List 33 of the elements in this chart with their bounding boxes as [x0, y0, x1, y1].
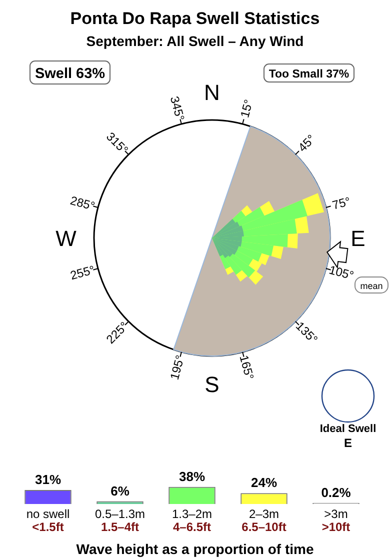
data-label: 6%	[110, 483, 130, 498]
text: 15°	[238, 98, 256, 120]
text: Swell 63%	[34, 66, 106, 82]
category-label: 1.3–2m 4–6.5ft	[172, 507, 212, 534]
text: 135°	[293, 319, 321, 347]
data-label: 0.2%	[321, 485, 352, 500]
data-label: 38%	[178, 468, 206, 484]
text: E	[350, 226, 366, 251]
text: 105°	[328, 262, 356, 283]
data-label: 31%	[34, 472, 62, 488]
text: S	[204, 372, 220, 397]
category-label: no swell <1.5ft	[26, 507, 70, 534]
text: 165°	[236, 354, 257, 382]
x-axis-title: Wave height as a proportion of time	[76, 541, 314, 557]
category-label: >3m >10ft	[322, 507, 350, 534]
text: 315°	[104, 130, 132, 158]
text: Too Small 37%	[268, 68, 350, 80]
text: W	[56, 226, 77, 251]
data-label: 24%	[250, 475, 278, 490]
text: September: All Swell – Any Wind	[86, 33, 304, 49]
text: E	[344, 436, 352, 450]
text: Ponta Do Rapa Swell Statistics	[70, 9, 320, 28]
text: N	[204, 80, 220, 105]
text: 285°	[68, 193, 97, 214]
category-label: 2–3m 6.5–10ft	[242, 507, 286, 534]
text: mean	[360, 281, 383, 291]
text: 45°	[295, 132, 318, 155]
text: 255°	[68, 262, 97, 283]
text: 345°	[167, 94, 188, 123]
text: 75°	[330, 194, 352, 212]
text: 195°	[167, 353, 188, 382]
category-label: 0.5–1.3m 1.5–4ft	[94, 507, 146, 534]
text: Ideal Swell	[320, 423, 376, 435]
